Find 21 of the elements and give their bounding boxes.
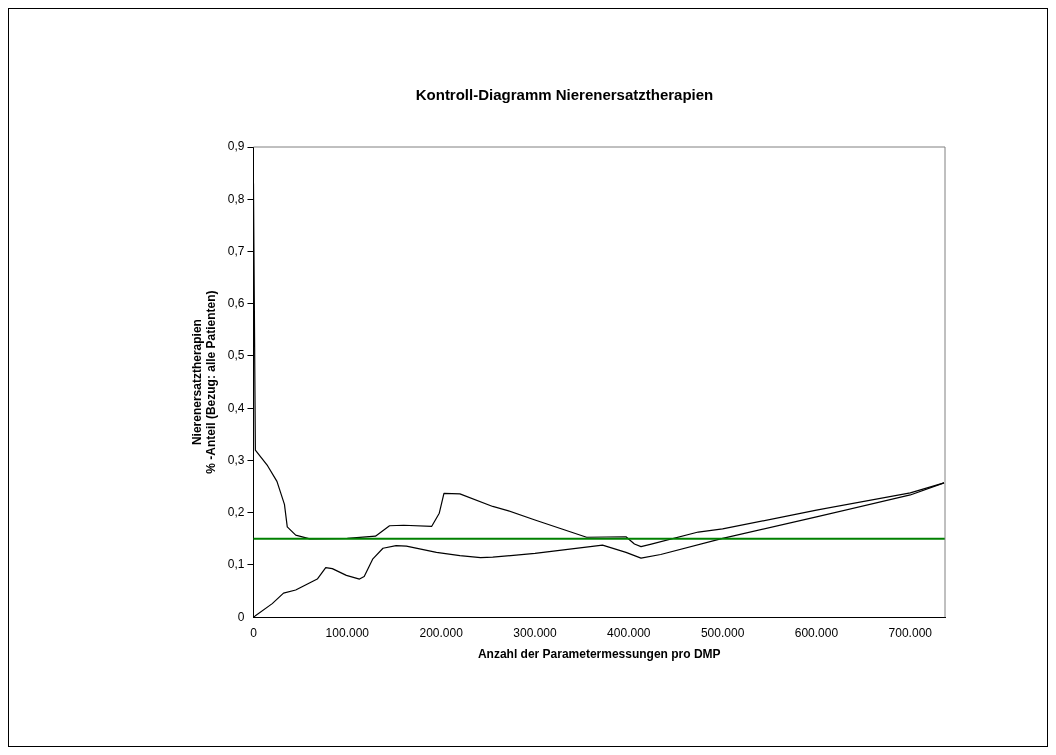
y-tick-label: 0,5: [227, 348, 245, 363]
y-tick-label: 0,3: [227, 452, 245, 467]
x-tick-label: 400.000: [607, 625, 651, 640]
chart-title: Kontroll-Diagramm Nierenersatztherapien: [415, 86, 714, 104]
x-tick-label: 600.000: [794, 625, 839, 640]
y-tick-label: 0,2: [227, 505, 245, 520]
x-tick-label: 0: [250, 625, 258, 640]
x-tick-label: 300.000: [513, 625, 557, 640]
y-tick-label: 0,1: [227, 557, 245, 572]
y-tick-label: 0,7: [227, 243, 245, 258]
y-tick-label: 0,9: [227, 139, 245, 154]
y-tick-label: 0: [237, 609, 245, 624]
y-axis-title: Nierenersatztherapien % -Anteil (Bezug: alle Patienten): [189, 290, 218, 474]
x-tick-label: 500.000: [700, 625, 745, 640]
x-tick-label: 200.000: [419, 625, 464, 640]
x-axis-title: Anzahl der Parametermessungen pro DMP: [477, 647, 721, 662]
y-tick-label: 0,8: [227, 191, 245, 206]
y-tick-label: 0,6: [227, 296, 245, 311]
x-tick-label: 100.000: [325, 625, 370, 640]
y-tick-label: 0,4: [227, 400, 245, 415]
x-tick-label: 700.000: [888, 625, 933, 640]
